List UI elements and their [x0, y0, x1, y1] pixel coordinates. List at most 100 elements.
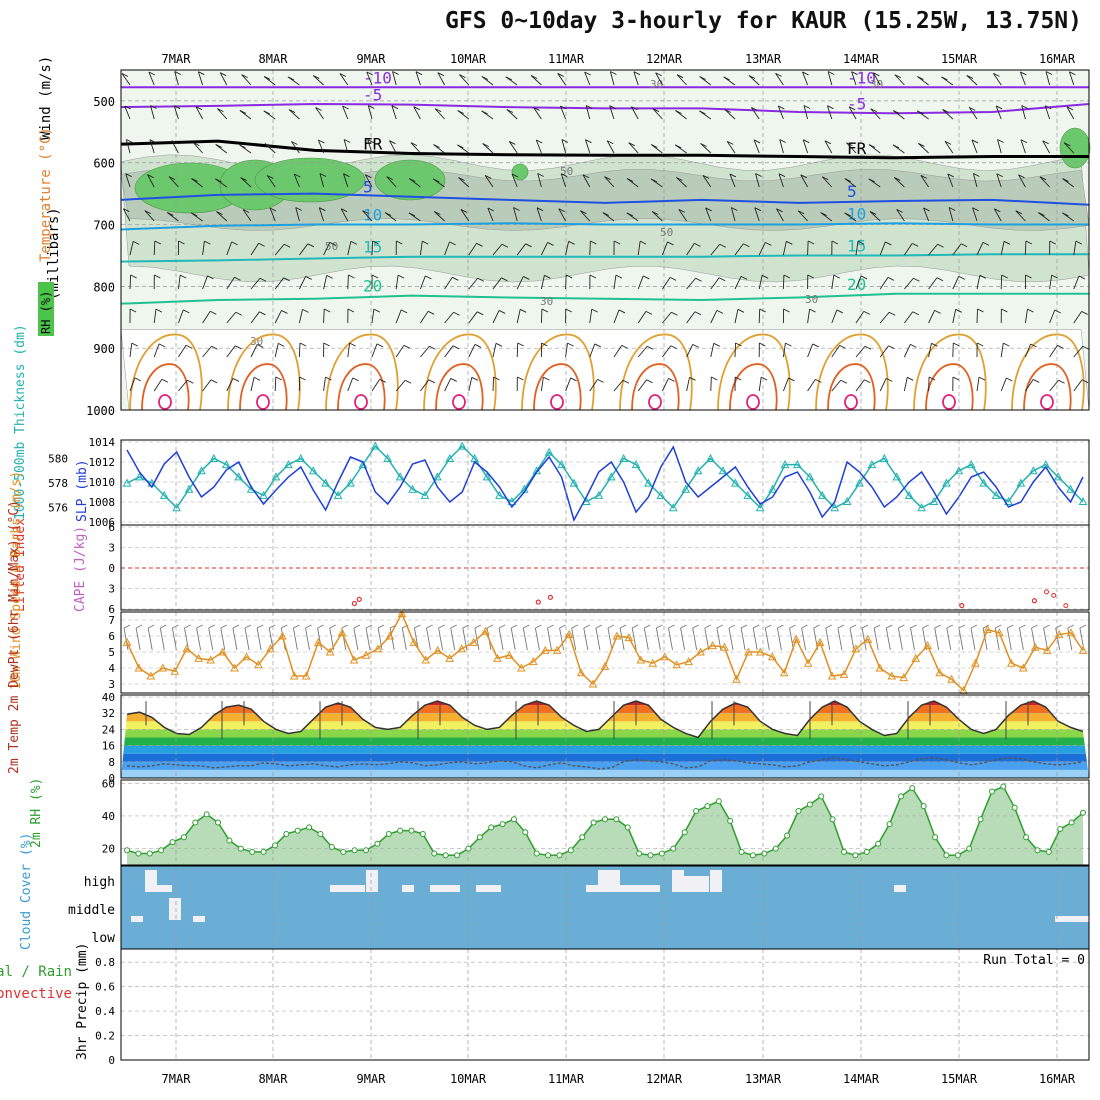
temp-band — [121, 769, 1089, 778]
wind-barb — [219, 72, 227, 77]
wind-barb — [422, 240, 429, 245]
wind-barb — [700, 143, 707, 147]
rh-marker — [237, 845, 244, 852]
wind-barb — [953, 342, 960, 347]
thickness-marker — [731, 478, 740, 487]
wind-barb — [536, 207, 542, 222]
wind-barb — [948, 207, 956, 211]
wind-barb — [298, 276, 307, 290]
thickness-slp-frame — [120, 439, 1090, 526]
wind-barb — [918, 143, 925, 147]
wind-speed-marker — [218, 647, 227, 656]
precip-tick-label: 0.4 — [95, 1005, 115, 1018]
surface-wind-barb — [172, 624, 179, 629]
wind-barb — [395, 309, 402, 324]
wind-barb — [506, 109, 518, 120]
boundary-layer-contour — [452, 394, 466, 410]
wind-barb — [565, 274, 573, 279]
wind-barb — [699, 110, 706, 115]
wind-barb — [942, 109, 949, 113]
wind-barb — [537, 173, 544, 177]
surface-wind-barb — [583, 624, 591, 629]
wind-barb — [667, 241, 674, 246]
wind-barb — [274, 277, 285, 290]
wind-barb — [347, 308, 355, 313]
wind-barb — [637, 345, 648, 358]
thickness-marker — [383, 453, 393, 462]
wind-barb — [1073, 241, 1077, 256]
wind-barb — [259, 311, 266, 316]
wind-barb — [887, 276, 895, 281]
thickness-marker — [433, 472, 442, 481]
wind-barb — [191, 178, 198, 182]
wind-barb — [434, 211, 441, 215]
pressure-tick-label: 900 — [93, 342, 115, 356]
boundary-layer-contour — [435, 363, 484, 411]
wind-barb — [187, 379, 194, 384]
surface-wind-barb — [910, 627, 915, 651]
wind-barb — [1033, 379, 1040, 383]
wind-barb — [1042, 140, 1049, 145]
cloud-level-label: low — [92, 931, 116, 946]
surface-wind-barb — [776, 627, 782, 651]
wind-barb — [800, 174, 808, 188]
wind-barb — [460, 209, 470, 222]
wind-barb — [668, 377, 675, 382]
surface-wind-barb — [849, 624, 857, 629]
cloud-block — [145, 870, 157, 892]
wind-barb — [283, 243, 291, 248]
rh-contour-label: 30 — [870, 78, 883, 91]
wind-barb — [468, 277, 479, 290]
wind-barb — [613, 275, 617, 290]
wind-barb — [928, 277, 938, 290]
wind-barb — [907, 376, 914, 381]
wind-barb — [343, 139, 351, 143]
surface-wind-barb — [1018, 627, 1024, 651]
wind-barb — [226, 277, 235, 290]
thickness-marker — [197, 466, 206, 475]
wind-barb — [958, 275, 966, 280]
cloud-block — [193, 916, 205, 922]
wind-barb — [215, 178, 222, 183]
rh-marker — [124, 847, 130, 854]
wind-barb — [646, 345, 654, 350]
isotherm-label: 10 — [847, 204, 866, 223]
surface-wind-barb — [365, 624, 373, 629]
thickness-marker — [420, 490, 430, 499]
wind-barb — [437, 72, 445, 86]
rh-marker — [647, 852, 654, 859]
wind-barb — [888, 345, 895, 350]
wind-barb — [343, 173, 350, 178]
wind-barb — [966, 75, 978, 86]
wind-speed-marker — [242, 652, 251, 661]
temp-frame — [120, 694, 1090, 779]
wind-barb — [1000, 377, 1007, 392]
wind-barb — [1081, 379, 1089, 384]
surface-wind-barb — [764, 627, 770, 651]
wind-barb — [173, 105, 181, 110]
thickness-marker — [904, 490, 914, 499]
wind-barb — [288, 109, 300, 120]
wind-barb — [210, 310, 217, 315]
wind-barb — [1039, 176, 1050, 188]
wind-barb — [544, 274, 551, 279]
wind-barb — [217, 108, 228, 120]
wind-barb — [537, 173, 542, 188]
wind-barb — [154, 240, 162, 245]
precip-tick-label: 0.2 — [95, 1030, 115, 1043]
isotherm-label: 10 — [363, 206, 382, 225]
wind-barb — [155, 308, 163, 313]
wind-barb — [415, 71, 421, 86]
wind-barb — [637, 379, 647, 392]
thickness-marker — [122, 478, 132, 487]
wind-barb — [210, 379, 218, 384]
wind-barb — [323, 308, 331, 313]
wind-barb — [609, 71, 615, 86]
thickness-marker — [495, 490, 504, 499]
wind-speed-marker — [301, 671, 311, 680]
wind-barb — [719, 243, 726, 248]
wind-barb — [931, 342, 938, 347]
wind-barb — [754, 207, 762, 212]
wind-barb — [827, 105, 834, 110]
wind-barb — [1027, 308, 1034, 313]
